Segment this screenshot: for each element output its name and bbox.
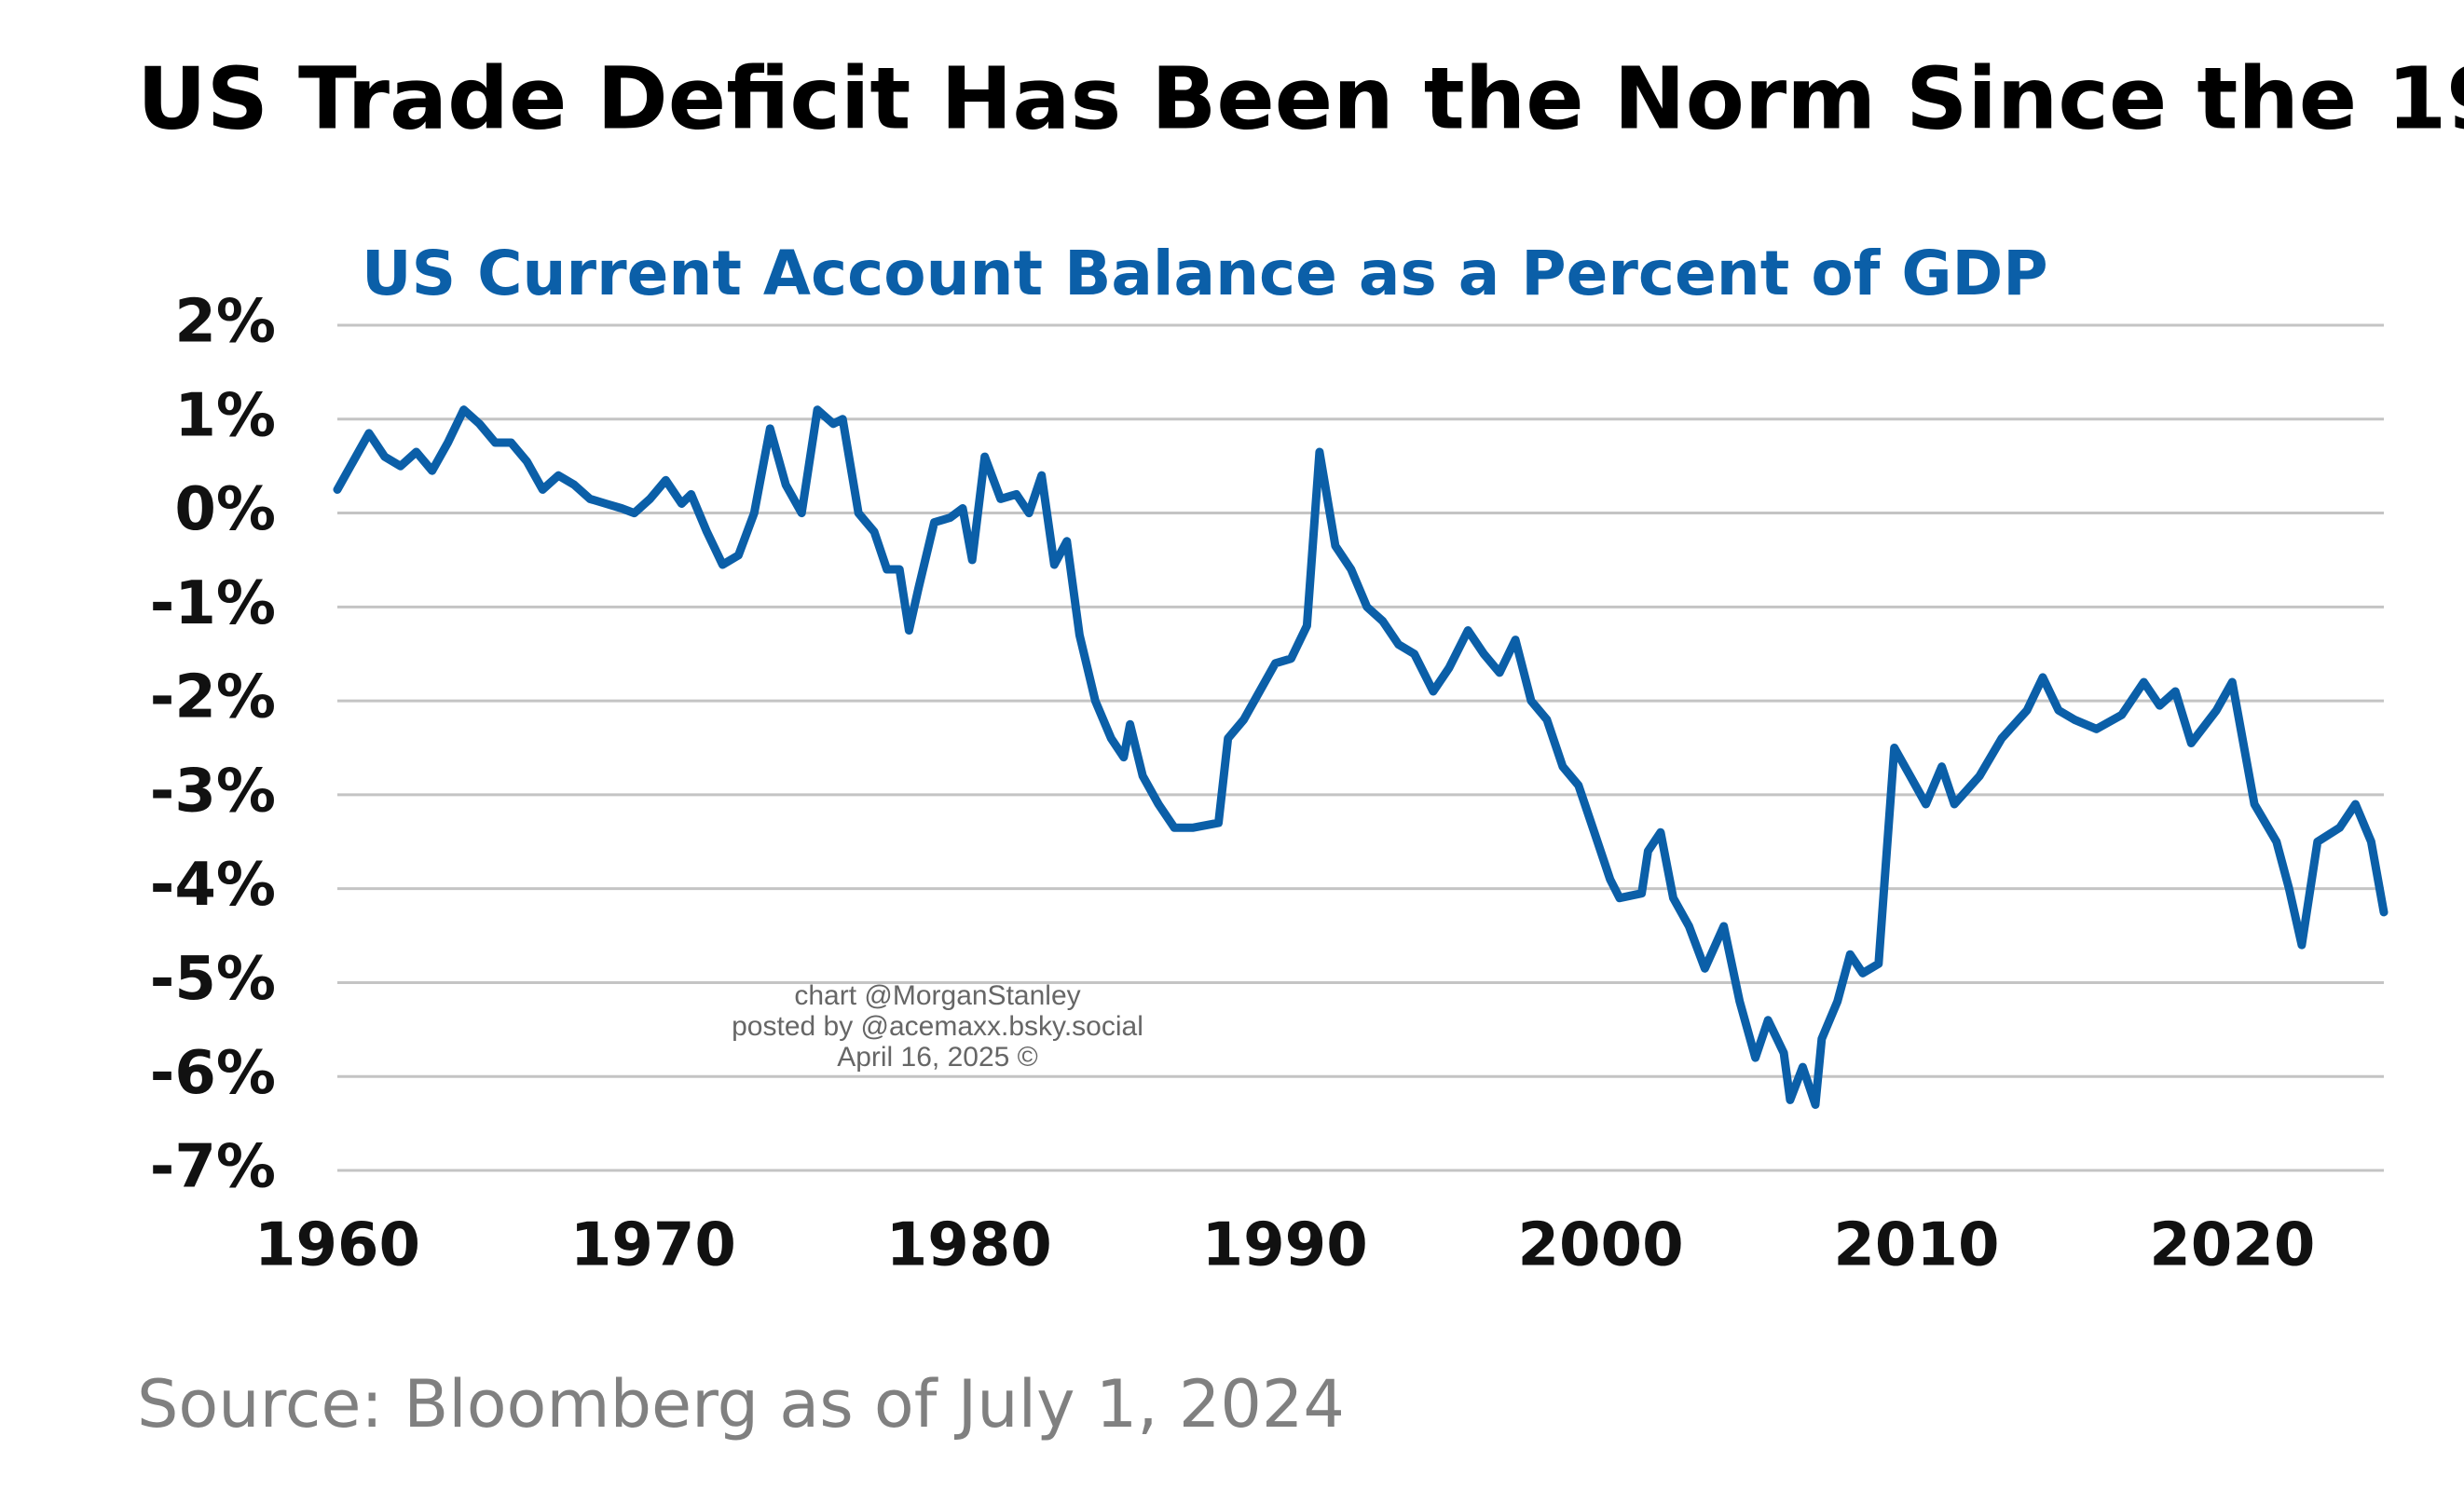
x-tick-label: 1980: [886, 1211, 1052, 1280]
watermark: chart @MorganStanley: [794, 980, 1080, 1011]
y-tick-label: -2%: [150, 663, 276, 732]
y-tick-label: -5%: [150, 945, 276, 1014]
y-tick-label: 0%: [174, 475, 276, 544]
y-tick-label: 1%: [174, 381, 276, 450]
data-line: [333, 405, 2389, 1109]
y-tick-label: -6%: [150, 1039, 276, 1108]
y-tick-label: -7%: [150, 1133, 276, 1202]
y-tick-label: -3%: [150, 757, 276, 826]
watermark: April 16, 2025 ©: [837, 1042, 1038, 1073]
x-tick-label: 2010: [1833, 1211, 1999, 1280]
watermark: posted by @acemaxx.bsky.social: [732, 1011, 1143, 1042]
chart-title: US Trade Deficit Has Been the Norm Since…: [137, 48, 2464, 148]
x-tick-label: 1990: [1202, 1211, 1368, 1280]
source-note: Source: Bloomberg as of July 1, 2024: [137, 1366, 1345, 1442]
y-tick-label: 2%: [174, 288, 276, 357]
y-tick-label: -1%: [150, 569, 276, 638]
x-tick-label: 2000: [1517, 1211, 1683, 1280]
x-tick-label: 1960: [254, 1211, 420, 1280]
chart-subtitle: US Current Account Balance as a Percent …: [362, 238, 2048, 309]
y-tick-label: -4%: [150, 851, 276, 920]
x-tick-label: 2020: [2149, 1211, 2315, 1280]
x-tick-label: 1970: [570, 1211, 736, 1280]
